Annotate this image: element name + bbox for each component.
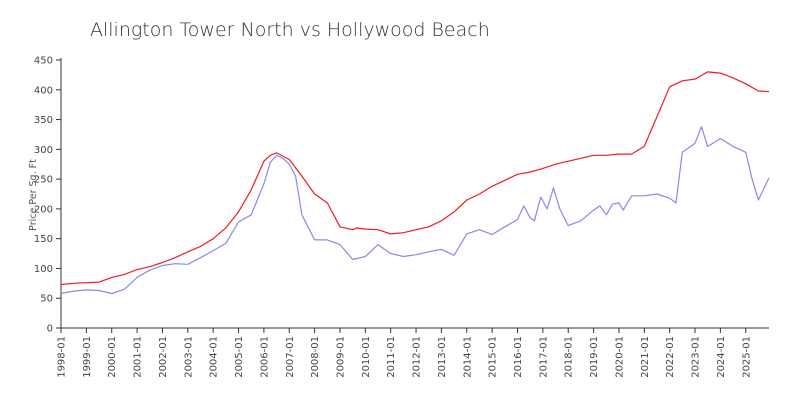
chart-title: Allington Tower North vs Hollywood Beach <box>90 19 490 41</box>
x-tick-label: 2011-01 <box>386 336 397 378</box>
x-tick-label: 2020-01 <box>614 336 625 378</box>
y-tick-label: 100 <box>34 264 53 275</box>
x-tick-label: 2019-01 <box>589 336 600 378</box>
x-tick-label: 2004-01 <box>209 336 220 378</box>
x-tick-label: 2025-01 <box>741 336 752 378</box>
x-tick-label: 2003-01 <box>183 336 194 378</box>
x-tick-label: 2001-01 <box>133 336 144 378</box>
x-tick-label: 2023-01 <box>691 336 702 378</box>
y-tick-label: 450 <box>34 56 53 67</box>
y-tick-label: 300 <box>34 145 53 156</box>
x-tick-label: 2021-01 <box>640 336 651 378</box>
x-tick-label: 2006-01 <box>259 336 270 378</box>
y-tick-label: 400 <box>34 85 53 96</box>
x-tick-label: 2012-01 <box>412 336 423 378</box>
series-line-1 <box>60 71 770 286</box>
x-tick-label: 2015-01 <box>488 336 499 378</box>
x-tick-label: 2018-01 <box>564 336 575 378</box>
x-tick-label: 2016-01 <box>513 336 524 378</box>
y-tick-label: 200 <box>34 204 53 215</box>
x-tick-label: 1998-01 <box>57 336 68 378</box>
x-tick-label: 2022-01 <box>665 336 676 378</box>
series-line-2 <box>60 126 770 295</box>
y-tick-label: 250 <box>34 175 53 186</box>
y-tick-label: 350 <box>34 115 53 126</box>
x-tick-label: 2013-01 <box>437 336 448 378</box>
x-tick-label: 2005-01 <box>234 336 245 378</box>
x-tick-label: 2024-01 <box>716 336 727 378</box>
x-tick-label: 2000-01 <box>107 336 118 378</box>
y-axis-label: Price Per Sq. Ft <box>28 159 39 231</box>
y-axis: 0 50 100 150 200 250 300 350 400 450 <box>34 56 62 335</box>
x-tick-label: 2009-01 <box>335 336 346 378</box>
x-tick-label: 2002-01 <box>158 336 169 378</box>
x-tick-label: 2014-01 <box>462 336 473 378</box>
x-tick-label: 2007-01 <box>285 336 296 378</box>
x-tick-label: 2017-01 <box>538 336 549 378</box>
x-axis: 1998-01 1999-01 2000-01 2001-01 2002-01 2003-… <box>57 327 769 378</box>
y-tick-label: 0 <box>47 324 53 335</box>
x-tick-label: 2010-01 <box>361 336 372 378</box>
x-tick-label: 1999-01 <box>82 336 93 378</box>
x-tick-label: 2008-01 <box>310 336 321 378</box>
y-tick-label: 50 <box>40 294 53 305</box>
series-layer <box>60 71 770 295</box>
y-tick-label: 150 <box>34 234 53 245</box>
